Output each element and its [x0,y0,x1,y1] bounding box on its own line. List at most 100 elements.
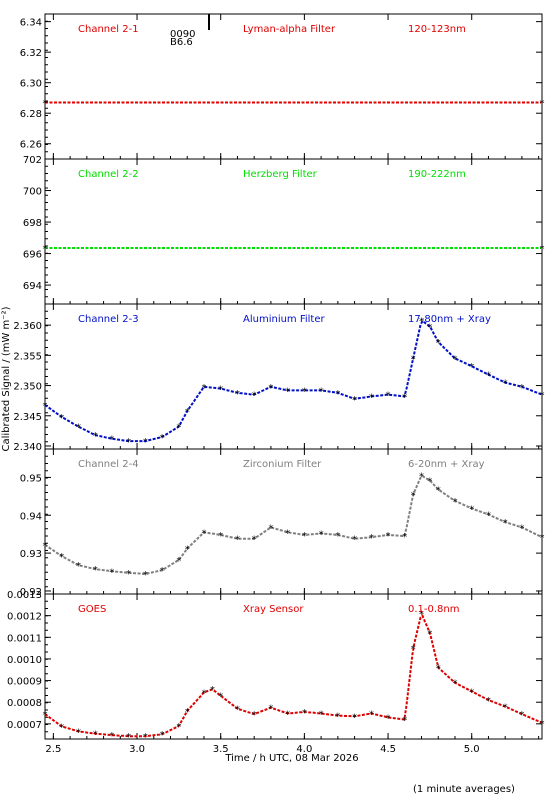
data-point-5-19: * [335,712,340,723]
data-point-3-27: * [452,354,457,365]
x-tick-label-2: 3.5 [213,744,229,755]
data-point-4-3: * [93,565,98,576]
data-point-4-31: * [519,523,524,534]
data-point-5-28: * [452,679,457,690]
y-tick-label-3-1: 2.345 [13,412,42,423]
data-point-4-30: * [503,518,508,529]
data-point-4-32: * [540,533,545,544]
data-point-4-23: * [411,490,416,501]
data-point-4-28: * [469,504,474,515]
panel-label-3-2: 17-80nm + Xray [408,314,491,325]
x-tick-label-1: 3.0 [129,744,145,755]
panel-label-2-1: Herzberg Filter [243,169,318,180]
y-tick-label-2-4: 702 [23,155,42,166]
data-point-4-0: * [43,541,48,552]
data-point-4-20: * [369,533,374,544]
data-point-2-0: * [43,244,48,255]
data-point-5-8: * [176,722,181,733]
data-point-5-27: * [436,664,441,675]
data-point-3-13: * [252,391,257,402]
data-point-5-21: * [369,709,374,720]
data-point-4-21: * [386,531,391,542]
x-axis-label: Time / h UTC, 08 Mar 2026 [224,753,358,764]
data-point-5-15: * [268,704,273,715]
data-point-4-2: * [76,561,81,572]
data-point-3-17: * [319,386,324,397]
panels-layer: 6.26 6.28 6.30 6.32 6.34 Channel 2-1 Lyman-alp… [7,13,545,755]
data-point-4-15: * [285,528,290,539]
data-point-3-28: * [469,362,474,373]
panel-frame-5 [44,593,543,740]
data-point-5-11: * [210,685,215,696]
y-tick-label-1-1: 6.28 [20,109,42,120]
data-point-3-2: * [76,423,81,434]
data-point-4-12: * [235,535,240,546]
data-point-5-25: * [419,609,424,620]
x-tick-label-3: 4.0 [296,744,312,755]
y-tick-label-3-0: 2.340 [13,442,42,453]
panel-label-2-0: Channel 2-2 [78,169,139,180]
data-point-5-14: * [252,710,257,721]
data-point-3-26: * [436,338,441,349]
data-point-5-32: * [519,710,524,721]
data-point-4-1: * [59,552,64,563]
panel-label-5-2: 0.1-0.8nm [408,604,460,615]
data-point-3-3: * [93,431,98,442]
data-point-4-18: * [335,531,340,542]
y-axis-label: Calibrated Signal / (mW m⁻²) [1,306,12,451]
marker-text-top: 0090 [170,29,195,40]
panel-label-4-0: Channel 2-4 [78,459,139,470]
data-point-5-0: * [43,710,48,721]
y-tick-label-2-1: 696 [23,250,42,261]
data-point-5-22: * [386,713,391,724]
y-tick-label-5-0: 0.0007 [7,720,42,731]
panel-label-4-1: Zirconium Filter [243,459,322,470]
data-point-5-13: * [235,705,240,716]
y-tick-label-4-3: 0.95 [20,473,42,484]
y-tick-label-2-3: 700 [23,187,42,198]
data-point-5-23: * [402,716,407,727]
panel-label-5-1: Xray Sensor [243,604,304,615]
panel-frame-4 [44,448,543,595]
data-point-3-9: * [185,407,190,418]
x-tick-label-0: 2.5 [45,744,61,755]
y-tick-label-1-0: 6.26 [20,140,42,151]
data-point-4-8: * [176,556,181,567]
data-point-4-10: * [201,528,206,539]
data-point-5-17: * [302,708,307,719]
panel-frame-1 [44,13,543,160]
data-point-4-9: * [185,545,190,556]
data-point-4-13: * [252,535,257,546]
data-point-4-29: * [486,510,491,521]
y-tick-label-1-4: 6.34 [20,18,42,29]
data-point-4-27: * [452,497,457,508]
data-point-3-8: * [176,423,181,434]
y-tick-label-4-0: 0.92 [20,587,42,598]
data-point-1-0: * [43,99,48,110]
data-point-1-1: * [540,99,545,110]
y-tick-label-5-2: 0.0009 [7,677,42,688]
y-tick-label-3-4: 2.360 [13,321,42,332]
y-tick-label-5-6: 0.0013 [7,590,42,601]
y-tick-label-4-2: 0.94 [20,511,42,522]
data-point-3-29: * [486,371,491,382]
panel-label-4-2: 6-20nm + Xray [408,459,485,470]
data-point-3-25: * [427,322,432,333]
y-tick-label-4-1: 0.93 [20,549,42,560]
data-point-3-10: * [201,383,206,394]
panel-label-3-1: Aluminium Filter [243,314,326,325]
data-point-3-5: * [126,437,131,448]
data-point-5-29: * [469,687,474,698]
data-point-2-1: * [540,244,545,255]
series-line-3 [44,319,542,443]
panel-label-3-0: Channel 2-3 [78,314,139,325]
data-point-5-20: * [352,712,357,723]
y-tick-label-3-3: 2.355 [13,351,42,362]
y-tick-label-2-0: 694 [23,281,42,292]
y-tick-label-5-3: 0.0010 [7,655,42,666]
data-point-4-26: * [436,486,441,497]
data-point-5-30: * [486,696,491,707]
panel-label-1-2: 120-123nm [408,24,466,35]
data-point-4-17: * [319,529,324,540]
